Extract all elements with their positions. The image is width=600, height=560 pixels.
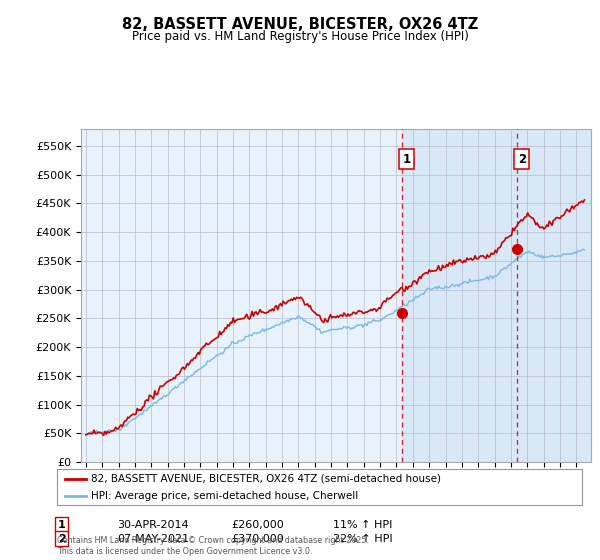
Text: 30-APR-2014: 30-APR-2014 — [117, 520, 188, 530]
Text: Contains HM Land Registry data © Crown copyright and database right 2025.
This d: Contains HM Land Registry data © Crown c… — [57, 536, 369, 556]
Text: 1: 1 — [58, 520, 65, 530]
Text: 1: 1 — [403, 153, 411, 166]
Text: 82, BASSETT AVENUE, BICESTER, OX26 4TZ (semi-detached house): 82, BASSETT AVENUE, BICESTER, OX26 4TZ (… — [91, 474, 441, 483]
Text: £370,000: £370,000 — [231, 534, 284, 544]
Text: 2: 2 — [518, 153, 526, 166]
Text: 82, BASSETT AVENUE, BICESTER, OX26 4TZ: 82, BASSETT AVENUE, BICESTER, OX26 4TZ — [122, 17, 478, 32]
Text: 11% ↑ HPI: 11% ↑ HPI — [333, 520, 392, 530]
Text: Price paid vs. HM Land Registry's House Price Index (HPI): Price paid vs. HM Land Registry's House … — [131, 30, 469, 43]
Text: HPI: Average price, semi-detached house, Cherwell: HPI: Average price, semi-detached house,… — [91, 491, 358, 501]
Bar — [402, 129, 591, 462]
Text: 22% ↑ HPI: 22% ↑ HPI — [333, 534, 392, 544]
Text: 07-MAY-2021: 07-MAY-2021 — [117, 534, 189, 544]
Text: 2: 2 — [58, 534, 65, 544]
Text: £260,000: £260,000 — [231, 520, 284, 530]
